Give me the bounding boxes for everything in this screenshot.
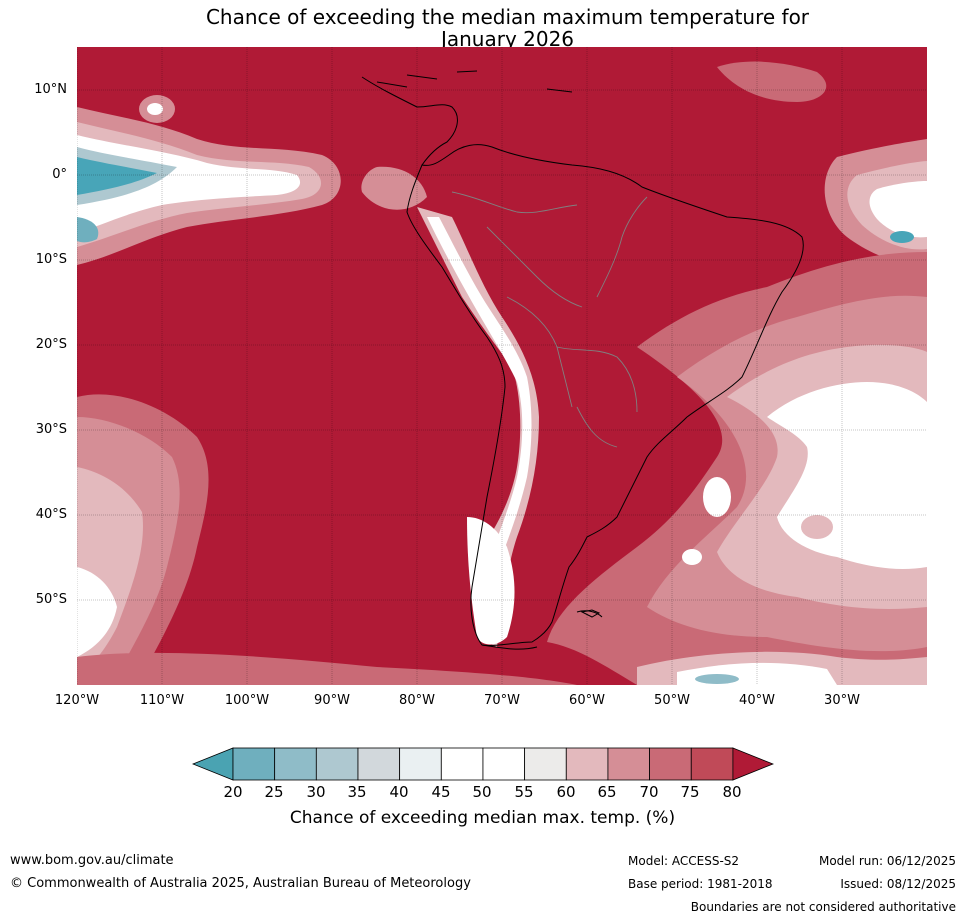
falklands-coast	[580, 609, 601, 618]
lon-label-50w: 50°W	[654, 693, 690, 708]
map-title-line-1: Chance of exceeding the median maximum t…	[205, 5, 810, 29]
lon-label-70w: 70°W	[484, 693, 520, 708]
colorbar-cell	[607, 747, 651, 781]
boundaries-disclaimer: Boundaries are not considered authoritat…	[690, 900, 956, 914]
colorbar-cell	[357, 747, 401, 781]
central-america-coast	[361, 76, 458, 166]
colorbar-tick-75: 75	[680, 783, 700, 801]
lon-label-120w: 120°W	[54, 693, 100, 708]
colorbar-tick-60: 60	[556, 783, 576, 801]
colorbar-cell	[232, 747, 276, 781]
base-period: Base period: 1981-2018	[628, 877, 773, 891]
model-run-date: Model run: 06/12/2025	[818, 854, 956, 868]
colorbar-cell	[399, 747, 442, 781]
south-america-coast	[406, 144, 804, 646]
colorbar-extend-low	[192, 747, 234, 781]
equatorial-pacific-anomaly	[77, 95, 427, 265]
colorbar-cell	[274, 747, 317, 781]
lon-label-80w: 80°W	[399, 693, 435, 708]
lat-label-0: 0°	[52, 167, 67, 182]
lat-label-50s: 50°S	[35, 592, 67, 607]
colorbar-tick-50: 50	[472, 783, 492, 801]
tierra-del-fuego-coast	[481, 610, 603, 650]
south-atlantic-anomaly	[547, 252, 927, 685]
map-title-line-2: January 2026	[440, 27, 575, 51]
colorbar-cell	[315, 747, 359, 781]
model-name: Model: ACCESS-S2	[628, 854, 740, 868]
colorbar-cell	[649, 747, 692, 781]
land-masses	[361, 70, 804, 650]
lon-label-110w: 110°W	[139, 693, 185, 708]
colorbar-tick-80: 80	[722, 783, 742, 801]
colorbar-cell	[565, 747, 609, 781]
graticule	[77, 47, 927, 685]
colorbar-label: Chance of exceeding median max. temp. (%…	[289, 808, 676, 828]
probability-map	[77, 47, 927, 685]
lat-label-10n: 10°N	[34, 82, 67, 97]
lon-label-90w: 90°W	[314, 693, 350, 708]
colorbar-tick-65: 65	[597, 783, 617, 801]
colorbar-tick-70: 70	[639, 783, 659, 801]
lat-label-10s: 10°S	[35, 252, 67, 267]
colorbar-tick-40: 40	[389, 783, 409, 801]
colorbar	[192, 747, 774, 781]
colorbar-extend-high	[732, 747, 774, 781]
lat-label-20s: 20°S	[35, 337, 67, 352]
colorbar-tick-55: 55	[514, 783, 534, 801]
colorbar-tick-25: 25	[264, 783, 284, 801]
copyright-text: © Commonwealth of Australia 2025, Austra…	[10, 876, 471, 891]
colorbar-tick-20: 20	[223, 783, 243, 801]
country-borders	[451, 191, 648, 448]
colorbar-cell	[482, 747, 526, 781]
colorbar-cells	[192, 747, 774, 781]
lon-label-60w: 60°W	[569, 693, 605, 708]
colorbar-tick-45: 45	[431, 783, 451, 801]
lon-label-100w: 100°W	[224, 693, 270, 708]
colorbar-cell	[524, 747, 567, 781]
colorbar-cell	[690, 747, 734, 781]
lat-label-30s: 30°S	[35, 422, 67, 437]
bom-url-link[interactable]: www.bom.gov.au/climate	[10, 853, 174, 868]
lat-label-40s: 40°S	[35, 507, 67, 522]
andes-anomaly	[417, 207, 539, 647]
caribbean-islands-coast	[376, 70, 573, 93]
issued-date: Issued: 08/12/2025	[840, 877, 956, 891]
lon-label-40w: 40°W	[739, 693, 775, 708]
lon-label-30w: 30°W	[824, 693, 860, 708]
equatorial-atlantic-anomaly	[717, 61, 927, 263]
colorbar-cell	[440, 747, 484, 781]
south-pacific-anomaly	[77, 394, 577, 685]
colorbar-tick-35: 35	[347, 783, 367, 801]
colorbar-tick-30: 30	[306, 783, 326, 801]
